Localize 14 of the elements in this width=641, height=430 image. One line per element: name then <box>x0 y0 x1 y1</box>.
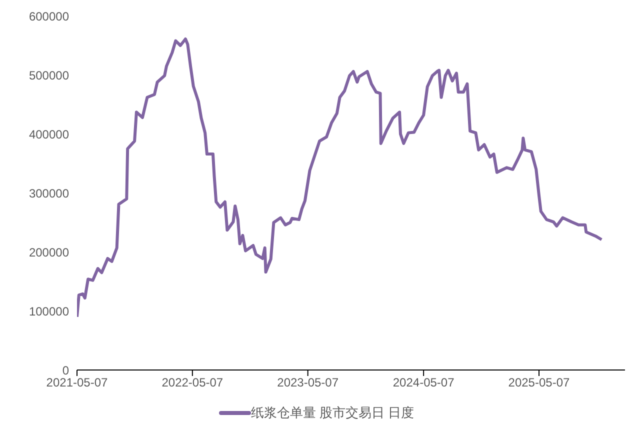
y-tick-label: 0 <box>62 363 70 378</box>
y-tick-label: 500000 <box>28 68 70 82</box>
x-tick-label: 2021-05-07 <box>46 376 108 390</box>
y-tick-label: 600000 <box>28 9 70 24</box>
x-tick-label: 2023-05-07 <box>277 376 339 390</box>
y-tick-label: 100000 <box>28 304 70 318</box>
x-tick-label: 2025-05-07 <box>508 376 570 390</box>
legend-label: 纸浆仓单量 股市交易日 日度 <box>250 404 414 422</box>
y-tick-label: 300000 <box>28 186 70 200</box>
x-tick-label: 2022-05-07 <box>162 376 224 390</box>
x-tick-label: 2024-05-07 <box>392 376 455 390</box>
y-tick-label: 200000 <box>28 245 70 260</box>
y-tick-label: 400000 <box>28 127 70 142</box>
line-series <box>77 38 604 318</box>
